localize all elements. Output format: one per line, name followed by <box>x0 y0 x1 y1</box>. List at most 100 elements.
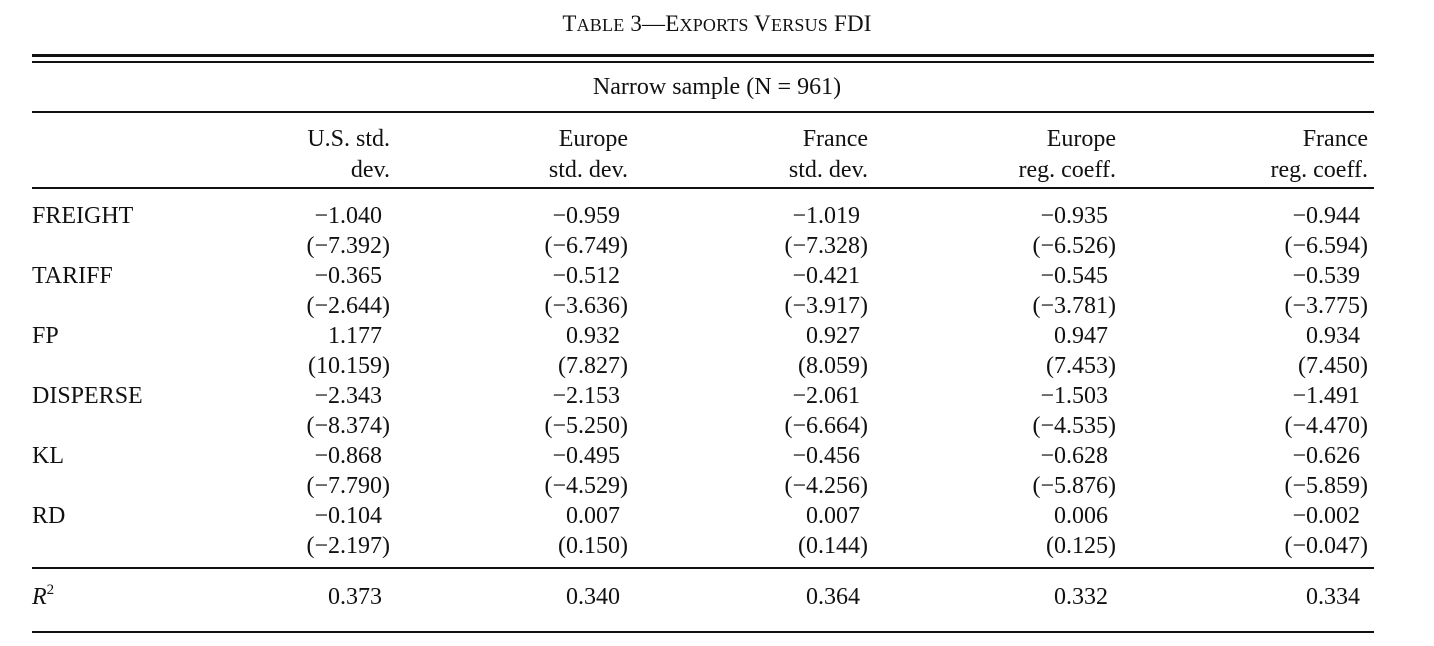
coef-cell: −1.040 <box>314 203 382 229</box>
tstat-cell: (−3.775) <box>1284 293 1368 319</box>
r2-letter: R <box>32 584 47 610</box>
tstat-cell: (−3.781) <box>1032 293 1116 319</box>
column-header: Europe std. dev. <box>428 124 628 186</box>
column-header: France reg. coeff. <box>1168 124 1369 186</box>
title-smallcaps: XPORTS <box>679 15 749 35</box>
tstat-cell: (−6.526) <box>1032 233 1116 259</box>
coef-cell: −0.002 <box>1292 503 1360 529</box>
r2-cell: 0.340 <box>566 584 620 610</box>
tstat-cell: (7.450) <box>1298 353 1368 379</box>
column-header-line1: France <box>1302 126 1368 152</box>
table-title: TABLE 3—EXPORTS VERSUS FDI <box>0 11 1434 37</box>
coef-cell: −0.868 <box>314 443 382 469</box>
tstat-cell: (0.144) <box>798 533 868 559</box>
coef-cell: −1.491 <box>1292 383 1360 409</box>
coef-cell: 0.947 <box>1054 323 1108 349</box>
column-header-line2: reg. coeff. <box>1018 157 1117 183</box>
tstat-cell: (−4.529) <box>544 473 628 499</box>
coef-cell: 1.177 <box>328 323 382 349</box>
row-label: FREIGHT <box>32 203 134 229</box>
coef-cell: −0.539 <box>1292 263 1360 289</box>
sample-rule <box>32 111 1374 113</box>
coef-cell: 0.007 <box>566 503 620 529</box>
tstat-cell: (−5.859) <box>1284 473 1368 499</box>
tstat-cell: (8.059) <box>798 353 868 379</box>
coef-cell: −0.959 <box>552 203 620 229</box>
column-header-line1: Europe <box>1046 126 1116 152</box>
r2-label: R2 <box>32 582 54 611</box>
tstat-cell: (0.150) <box>558 533 628 559</box>
coef-cell: −0.545 <box>1040 263 1108 289</box>
r2-cell: 0.332 <box>1054 584 1108 610</box>
column-header-line2: std. dev. <box>548 157 628 183</box>
column-header-line1: France <box>802 126 868 152</box>
tstat-cell: (−6.664) <box>784 413 868 439</box>
row-label: KL <box>32 443 64 469</box>
tstat-cell: (7.827) <box>558 353 628 379</box>
body-bottom-rule <box>32 567 1374 569</box>
title-smallcaps: ERSUS <box>771 15 829 35</box>
coef-cell: −2.061 <box>792 383 860 409</box>
tstat-cell: (−5.876) <box>1032 473 1116 499</box>
r2-cell: 0.364 <box>806 584 860 610</box>
tstat-cell: (−6.594) <box>1284 233 1368 259</box>
tstat-cell: (−3.917) <box>784 293 868 319</box>
tstat-cell: (−7.328) <box>784 233 868 259</box>
coef-cell: −0.512 <box>552 263 620 289</box>
coef-cell: −0.944 <box>1292 203 1360 229</box>
title-number: 3— <box>624 11 666 36</box>
row-label: TARIFF <box>32 263 113 289</box>
r2-cell: 0.334 <box>1306 584 1360 610</box>
title-char: FDI <box>828 11 872 36</box>
tstat-cell: (−7.392) <box>306 233 390 259</box>
column-header: France std. dev. <box>668 124 868 186</box>
top-rule-thin <box>32 61 1374 63</box>
title-char: V <box>748 11 771 36</box>
title-smallcaps: ABLE <box>576 15 625 35</box>
tstat-cell: (7.453) <box>1046 353 1116 379</box>
tstat-cell: (−4.470) <box>1284 413 1368 439</box>
tstat-cell: (−3.636) <box>544 293 628 319</box>
row-label: FP <box>32 323 59 349</box>
tstat-cell: (−2.197) <box>306 533 390 559</box>
column-header-line1: U.S. std. <box>307 126 390 152</box>
column-header-line2: std. dev. <box>788 157 868 183</box>
r2-superscript: 2 <box>46 582 55 598</box>
coef-cell: −1.503 <box>1040 383 1108 409</box>
tstat-cell: (−5.250) <box>544 413 628 439</box>
bottom-rule <box>32 631 1374 633</box>
header-rule <box>32 187 1374 189</box>
column-header: U.S. std. dev. <box>190 124 390 186</box>
coef-cell: −2.343 <box>314 383 382 409</box>
tstat-cell: (−6.749) <box>544 233 628 259</box>
row-label: RD <box>32 503 66 529</box>
coef-cell: −0.456 <box>792 443 860 469</box>
tstat-cell: (−7.790) <box>306 473 390 499</box>
column-header: Europe reg. coeff. <box>916 124 1117 186</box>
title-char: E <box>665 11 680 36</box>
tstat-cell: (−2.644) <box>306 293 390 319</box>
tstat-cell: (0.125) <box>1046 533 1116 559</box>
coef-cell: 0.006 <box>1054 503 1108 529</box>
coef-cell: −0.935 <box>1040 203 1108 229</box>
tstat-cell: (−0.047) <box>1284 533 1368 559</box>
coef-cell: −1.019 <box>792 203 860 229</box>
r2-cell: 0.373 <box>328 584 382 610</box>
coef-cell: −2.153 <box>552 383 620 409</box>
column-header-line2: reg. coeff. <box>1270 157 1369 183</box>
column-header-line1: Europe <box>558 126 628 152</box>
coef-cell: −0.421 <box>792 263 860 289</box>
coef-cell: −0.365 <box>314 263 382 289</box>
coef-cell: −0.628 <box>1040 443 1108 469</box>
sample-label: Narrow sample (N = 961) <box>592 74 842 100</box>
tstat-cell: (10.159) <box>308 353 390 379</box>
coef-cell: 0.927 <box>806 323 860 349</box>
coef-cell: −0.104 <box>314 503 382 529</box>
coef-cell: 0.007 <box>806 503 860 529</box>
column-header-line2: dev. <box>350 157 390 183</box>
title-char: T <box>562 11 577 36</box>
coef-cell: 0.932 <box>566 323 620 349</box>
coef-cell: −0.495 <box>552 443 620 469</box>
coef-cell: 0.934 <box>1306 323 1360 349</box>
tstat-cell: (−4.535) <box>1032 413 1116 439</box>
